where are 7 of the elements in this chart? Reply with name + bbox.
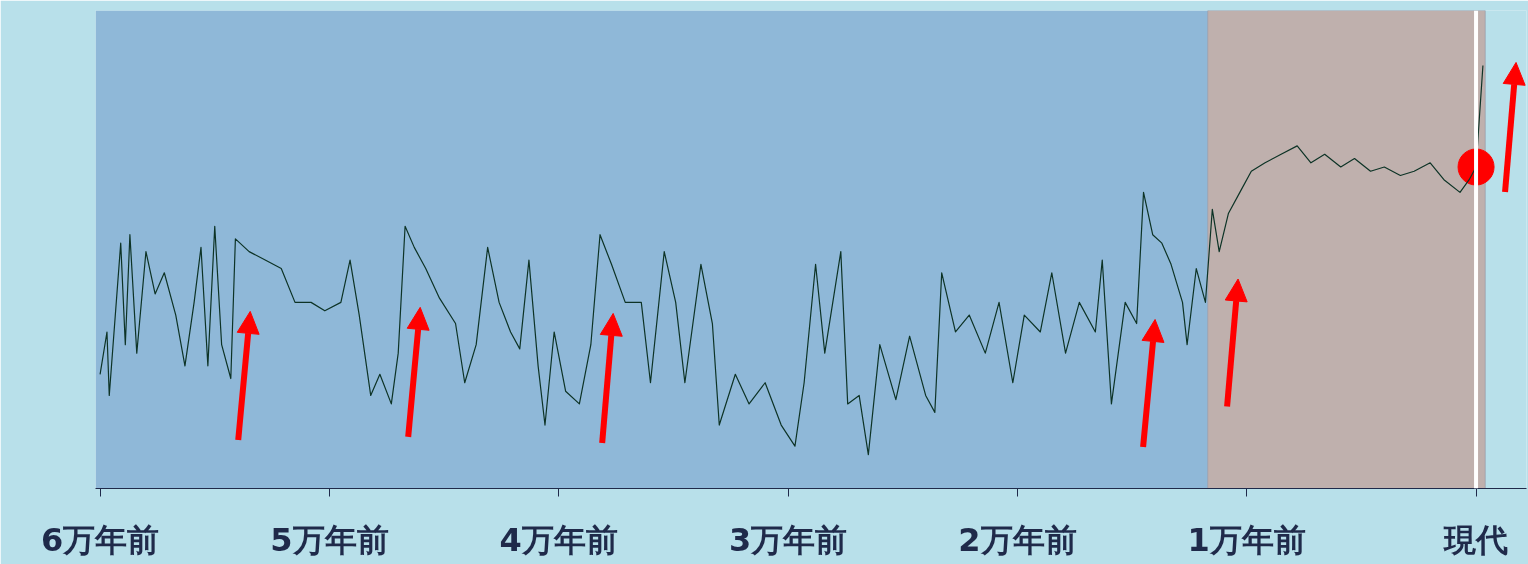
x-tick-label: 2万年前 xyxy=(958,520,1077,559)
x-tick-label: 1万年前 xyxy=(1187,520,1306,559)
x-tick-label: 現代 xyxy=(1443,520,1509,559)
x-tick-label: 5万年前 xyxy=(270,520,389,559)
x-tick-label: 3万年前 xyxy=(728,520,848,559)
x-tick-label: 6万年前 xyxy=(40,520,160,559)
x-tick-label: 4万年前 xyxy=(499,520,618,559)
